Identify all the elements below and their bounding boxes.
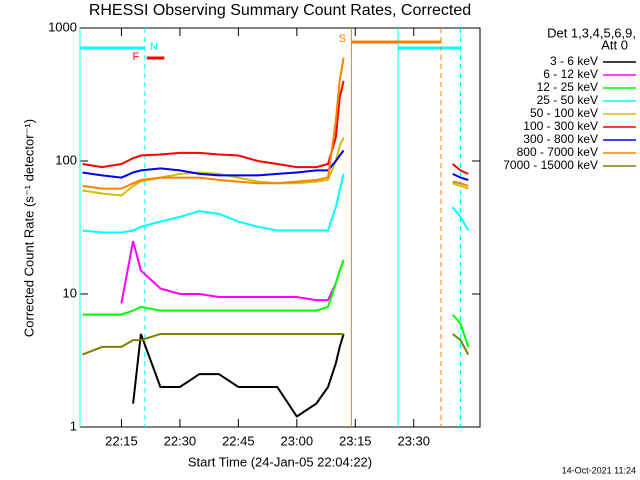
flag-label: S (339, 33, 346, 45)
x-tick-label: 23:30 (397, 433, 430, 448)
x-tick-label: 22:30 (164, 433, 197, 448)
y-tick-label: 100 (55, 152, 77, 167)
x-tick-label: 22:15 (105, 433, 138, 448)
legend-label: 800 - 7000 keV (517, 145, 598, 159)
chart-title: RHESSI Observing Summary Count Rates, Co… (89, 2, 471, 19)
x-axis-label: Start Time (24-Jan-05 22:04:22) (188, 454, 372, 469)
legend-label: 7000 - 15000 keV (503, 158, 598, 172)
series-line (120, 240, 345, 304)
legend-label: 25 - 50 keV (537, 93, 598, 107)
y-tick-label: 10 (63, 285, 77, 300)
legend-label: 6 - 12 keV (543, 67, 598, 81)
series-line (82, 80, 469, 175)
x-tick-label: 23:00 (281, 433, 314, 448)
timestamp: 14-Oct-2021 11:24 (562, 465, 636, 475)
y-tick-label: 1000 (48, 19, 77, 34)
series-line (132, 333, 345, 418)
series-line (82, 333, 470, 356)
series-line (82, 259, 470, 348)
series-line (82, 173, 470, 234)
legend-label: 300 - 800 keV (523, 132, 598, 146)
legend-label: 3 - 6 keV (550, 54, 598, 68)
legend-title: Att 0 (601, 37, 628, 52)
flag-label: N (150, 41, 158, 53)
flag-label: F (132, 51, 139, 63)
y-axis-label: Corrected Count Rate (s⁻¹ detector⁻¹) (21, 119, 36, 337)
x-tick-label: 22:45 (222, 433, 255, 448)
legend-label: 12 - 25 keV (537, 80, 598, 94)
legend-label: 100 - 300 keV (523, 119, 598, 133)
series-line (82, 57, 469, 190)
legend-label: 50 - 100 keV (530, 106, 598, 120)
y-tick-label: 1 (70, 418, 77, 433)
x-tick-label: 23:15 (339, 433, 372, 448)
legend-title: Det 1,3,4,5,6,9, (547, 25, 636, 40)
